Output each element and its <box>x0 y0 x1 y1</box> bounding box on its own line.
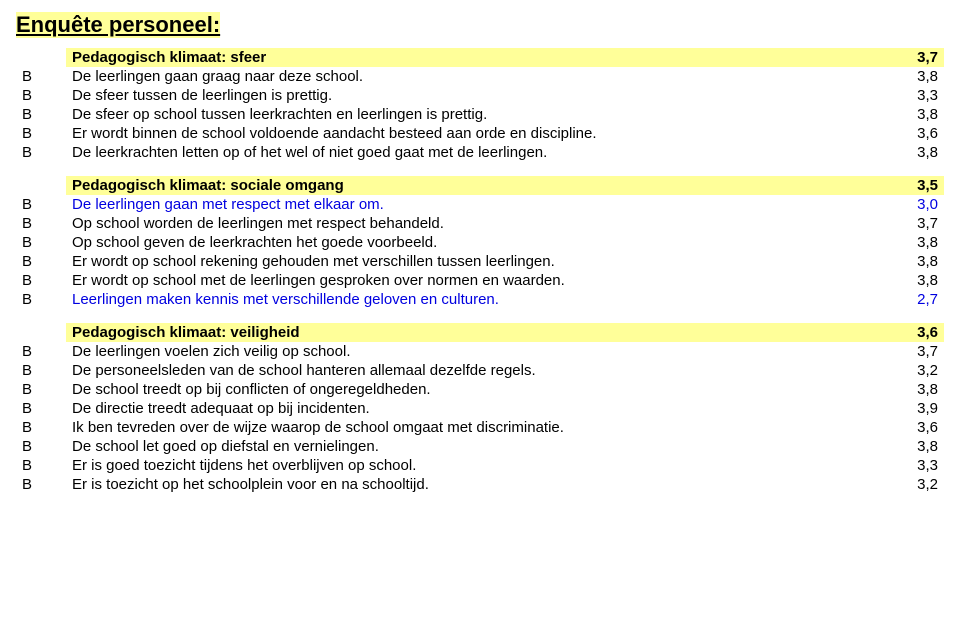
section-header-blank <box>16 48 66 67</box>
row-text: De sfeer op school tussen leerkrachten e… <box>66 105 878 124</box>
table-row: BOp school worden de leerlingen met resp… <box>16 214 944 233</box>
row-text: Op school geven de leerkrachten het goed… <box>66 233 878 252</box>
row-code: B <box>16 252 66 271</box>
row-score: 3,9 <box>878 399 944 418</box>
row-text: Er is goed toezicht tijdens het overblij… <box>66 456 878 475</box>
row-code: B <box>16 233 66 252</box>
row-text: Ik ben tevreden over de wijze waarop de … <box>66 418 878 437</box>
table-row: BDe sfeer op school tussen leerkrachten … <box>16 105 944 124</box>
row-text: De school treedt op bij conflicten of on… <box>66 380 878 399</box>
row-code: B <box>16 418 66 437</box>
table-row: BEr is goed toezicht tijdens het overbli… <box>16 456 944 475</box>
row-score: 3,8 <box>878 105 944 124</box>
section-header-row: Pedagogisch klimaat: veiligheid3,6 <box>16 323 944 342</box>
section-header-row: Pedagogisch klimaat: sociale omgang3,5 <box>16 176 944 195</box>
row-code: B <box>16 399 66 418</box>
table-row: BEr is toezicht op het schoolplein voor … <box>16 475 944 494</box>
table-row: BDe leerlingen gaan met respect met elka… <box>16 195 944 214</box>
section-table: Pedagogisch klimaat: sociale omgang3,5BD… <box>16 176 944 309</box>
row-text: De personeelsleden van de school hantere… <box>66 361 878 380</box>
row-text: Er wordt op school met de leerlingen ges… <box>66 271 878 290</box>
row-score: 3,8 <box>878 380 944 399</box>
row-code: B <box>16 214 66 233</box>
row-text: De leerlingen gaan met respect met elkaa… <box>66 195 878 214</box>
section-header-row: Pedagogisch klimaat: sfeer3,7 <box>16 48 944 67</box>
row-text: Er is toezicht op het schoolplein voor e… <box>66 475 878 494</box>
row-score: 3,8 <box>878 233 944 252</box>
table-row: BDe directie treedt adequaat op bij inci… <box>16 399 944 418</box>
row-score: 3,6 <box>878 418 944 437</box>
table-row: BDe leerkrachten letten op of het wel of… <box>16 143 944 162</box>
row-code: B <box>16 271 66 290</box>
table-row: BDe leerlingen gaan graag naar deze scho… <box>16 67 944 86</box>
row-score: 3,7 <box>878 214 944 233</box>
table-row: BEr wordt op school met de leerlingen ge… <box>16 271 944 290</box>
row-score: 3,8 <box>878 271 944 290</box>
row-code: B <box>16 290 66 309</box>
row-text: De leerkrachten letten op of het wel of … <box>66 143 878 162</box>
table-row: BEr wordt op school rekening gehouden me… <box>16 252 944 271</box>
section-header-label: Pedagogisch klimaat: sfeer <box>66 48 878 67</box>
section-header-score: 3,6 <box>878 323 944 342</box>
row-code: B <box>16 124 66 143</box>
row-code: B <box>16 380 66 399</box>
section-header-blank <box>16 323 66 342</box>
section-header-score: 3,5 <box>878 176 944 195</box>
table-row: BDe personeelsleden van de school hanter… <box>16 361 944 380</box>
row-text: Er wordt op school rekening gehouden met… <box>66 252 878 271</box>
table-row: BIk ben tevreden over de wijze waarop de… <box>16 418 944 437</box>
row-text: Er wordt binnen de school voldoende aand… <box>66 124 878 143</box>
table-row: BEr wordt binnen de school voldoende aan… <box>16 124 944 143</box>
section-header-label: Pedagogisch klimaat: sociale omgang <box>66 176 878 195</box>
row-code: B <box>16 342 66 361</box>
row-score: 3,2 <box>878 475 944 494</box>
row-score: 3,3 <box>878 86 944 105</box>
row-code: B <box>16 195 66 214</box>
row-score: 3,8 <box>878 67 944 86</box>
sections-container: Pedagogisch klimaat: sfeer3,7BDe leerlin… <box>16 48 944 494</box>
row-score: 3,8 <box>878 143 944 162</box>
page-title: Enquête personeel: <box>16 12 220 38</box>
table-row: BOp school geven de leerkrachten het goe… <box>16 233 944 252</box>
row-text: De leerlingen gaan graag naar deze schoo… <box>66 67 878 86</box>
row-text: De school let goed op diefstal en vernie… <box>66 437 878 456</box>
section-header-score: 3,7 <box>878 48 944 67</box>
table-row: BDe school let goed op diefstal en verni… <box>16 437 944 456</box>
section-header-blank <box>16 176 66 195</box>
row-text: De sfeer tussen de leerlingen is prettig… <box>66 86 878 105</box>
row-code: B <box>16 105 66 124</box>
row-score: 3,2 <box>878 361 944 380</box>
table-row: BLeerlingen maken kennis met verschillen… <box>16 290 944 309</box>
row-score: 3,3 <box>878 456 944 475</box>
row-score: 3,0 <box>878 195 944 214</box>
row-score: 3,8 <box>878 437 944 456</box>
row-score: 3,6 <box>878 124 944 143</box>
table-row: BDe leerlingen voelen zich veilig op sch… <box>16 342 944 361</box>
row-code: B <box>16 456 66 475</box>
row-score: 3,7 <box>878 342 944 361</box>
section-table: Pedagogisch klimaat: veiligheid3,6BDe le… <box>16 323 944 494</box>
row-code: B <box>16 86 66 105</box>
table-row: BDe sfeer tussen de leerlingen is pretti… <box>16 86 944 105</box>
section-header-label: Pedagogisch klimaat: veiligheid <box>66 323 878 342</box>
row-text: De directie treedt adequaat op bij incid… <box>66 399 878 418</box>
row-text: De leerlingen voelen zich veilig op scho… <box>66 342 878 361</box>
row-text: Leerlingen maken kennis met verschillend… <box>66 290 878 309</box>
row-score: 2,7 <box>878 290 944 309</box>
row-text: Op school worden de leerlingen met respe… <box>66 214 878 233</box>
row-code: B <box>16 143 66 162</box>
row-score: 3,8 <box>878 252 944 271</box>
row-code: B <box>16 67 66 86</box>
section-table: Pedagogisch klimaat: sfeer3,7BDe leerlin… <box>16 48 944 162</box>
row-code: B <box>16 361 66 380</box>
row-code: B <box>16 437 66 456</box>
row-code: B <box>16 475 66 494</box>
table-row: BDe school treedt op bij conflicten of o… <box>16 380 944 399</box>
